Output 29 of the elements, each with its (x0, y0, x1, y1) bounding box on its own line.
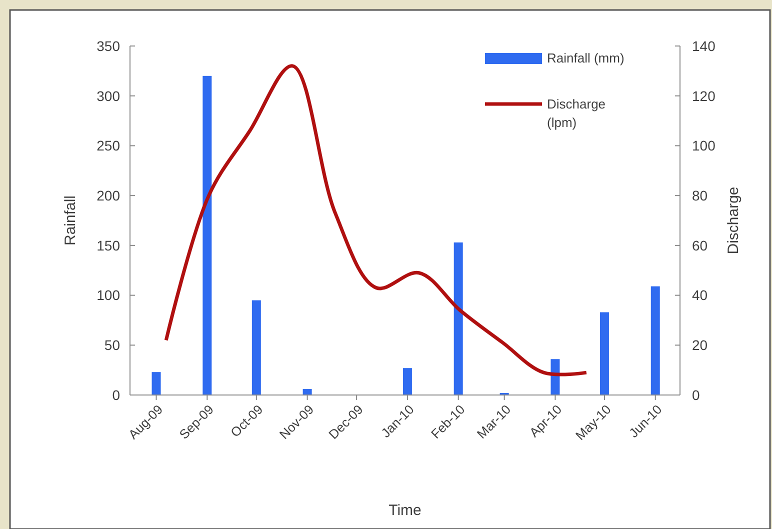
y2-tick-label: 20 (692, 337, 708, 354)
y-tick-label: 350 (96, 38, 120, 54)
legend-label: Discharge (lpm) (547, 96, 606, 130)
y-tick-label: 200 (96, 187, 120, 204)
y-tick-label: 250 (96, 138, 120, 154)
bar (202, 76, 212, 395)
y2-axis-title: Discharge (725, 186, 742, 254)
bar (302, 389, 312, 395)
bar (152, 372, 161, 395)
y-tick-label: 150 (96, 237, 120, 254)
y2-tick-label: 80 (692, 187, 708, 204)
y2-tick-label: 140 (692, 38, 716, 54)
bar (454, 242, 463, 395)
y2-tick-label: 120 (692, 88, 716, 104)
y2-tick-label: 40 (692, 287, 708, 304)
y-tick-label: 300 (96, 88, 120, 104)
bar (600, 312, 609, 395)
y-tick-label: 50 (104, 337, 120, 354)
x-axis-title: Time (388, 502, 422, 519)
bar (650, 286, 660, 395)
y2-tick-label: 60 (692, 237, 708, 254)
legend-label: Rainfall (mm) (547, 50, 624, 66)
y-tick-label: 100 (96, 287, 120, 304)
y2-tick-label: 0 (692, 386, 700, 403)
y2-tick-label: 100 (692, 138, 716, 154)
y-axis-title: Rainfall (62, 195, 79, 246)
bar (252, 300, 261, 395)
y-tick-label: 0 (112, 386, 120, 403)
bar (402, 368, 412, 395)
